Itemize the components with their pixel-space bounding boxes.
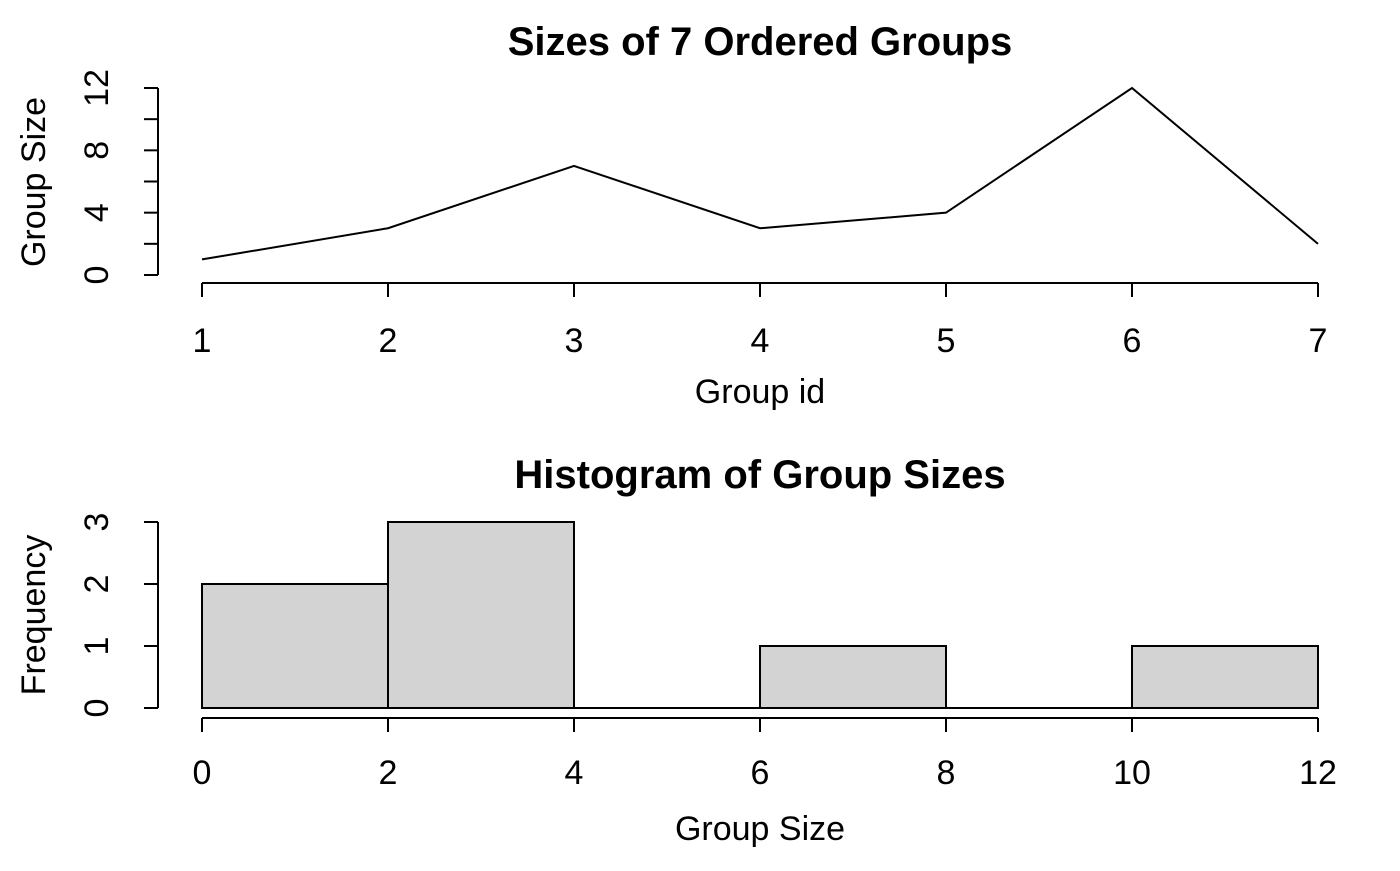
- line-chart-y-axis-label: Group Size: [15, 97, 53, 267]
- histogram-title: Histogram of Group Sizes: [514, 453, 1005, 497]
- histogram-x-tick-label: 4: [565, 754, 584, 792]
- histogram-bar: [201, 583, 389, 709]
- line-chart-x-tick-label: 1: [193, 322, 212, 360]
- histogram-panel: Histogram of Group Sizes Group Size Freq…: [15, 453, 1337, 848]
- line-chart-x-tick-label: 4: [751, 322, 770, 360]
- histogram-x-tick-label: 0: [193, 754, 212, 792]
- histogram-x-axis-label: Group Size: [675, 810, 845, 848]
- line-chart-y-tick-label: 4: [78, 203, 116, 222]
- histogram-y-tick-label: 0: [78, 699, 116, 718]
- histogram-y-tick-label: 2: [78, 575, 116, 594]
- line-chart-title: Sizes of 7 Ordered Groups: [508, 20, 1013, 64]
- line-chart-y-tick-label: 12: [78, 69, 116, 107]
- histogram-y-tick-label: 3: [78, 513, 116, 532]
- histogram-y-tick-label: 1: [78, 637, 116, 656]
- histogram-y-axis-label: Frequency: [15, 535, 53, 696]
- line-chart-x-tick-label: 6: [1123, 322, 1142, 360]
- line-chart-y-tick-label: 8: [78, 141, 116, 160]
- line-chart-data-line: [201, 86, 1319, 261]
- line-chart-series: [201, 86, 1319, 261]
- histogram-x-tick-label: 6: [751, 754, 770, 792]
- line-chart-x-axis-label: Group id: [695, 373, 825, 411]
- line-chart-panel: Sizes of 7 Ordered Groups Group id Group…: [15, 20, 1327, 411]
- line-chart-x-tick-label: 5: [937, 322, 956, 360]
- histogram-bars: [201, 521, 1319, 709]
- line-chart-y-tick-label: 0: [78, 266, 116, 285]
- histogram-x-tick-label: 10: [1113, 754, 1151, 792]
- line-chart-x-tick-label: 2: [379, 322, 398, 360]
- histogram-x-tick-label: 12: [1299, 754, 1337, 792]
- histogram-x-tick-label: 2: [379, 754, 398, 792]
- histogram-bar: [387, 521, 575, 709]
- histogram-bar: [1131, 645, 1319, 709]
- histogram-bar: [759, 645, 947, 709]
- line-chart-x-tick-label: 3: [565, 322, 584, 360]
- histogram-x-tick-label: 8: [937, 754, 956, 792]
- line-chart-x-tick-label: 7: [1309, 322, 1328, 360]
